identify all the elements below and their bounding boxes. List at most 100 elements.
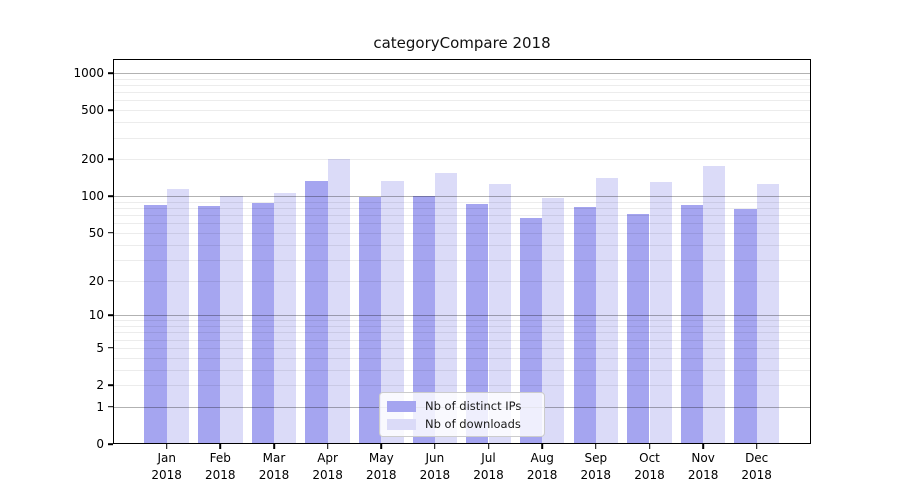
y-tick-mark-20	[108, 279, 113, 282]
bar-nb-of-downloads-jul-2018	[488, 184, 511, 444]
bar-nb-of-distinct-ips-jul-2018	[466, 204, 489, 444]
bar-nb-of-distinct-ips-jun-2018	[412, 195, 435, 444]
x-tick-year: 2018	[366, 468, 397, 482]
y-tick-mark-50	[108, 232, 113, 234]
y-tick-label-2: 2	[96, 378, 104, 392]
x-tick-month: Sep	[584, 451, 608, 465]
x-tick-year: 2018	[741, 468, 772, 482]
bar-nb-of-distinct-ips-mar-2018	[251, 203, 274, 444]
gridline-60	[113, 223, 811, 225]
legend-swatch-distinct-ips	[387, 400, 416, 412]
y-tick-label-200: 200	[81, 152, 104, 167]
y-tick-label-5: 5	[96, 340, 104, 355]
plot-area	[113, 59, 811, 444]
x-tick-label-jul-2018: Jul 2018	[459, 450, 519, 484]
gridline-50	[113, 232, 811, 234]
grid-layer	[113, 59, 811, 444]
x-tick-label-mar-2018: Mar 2018	[244, 450, 304, 484]
y-tick-mark-200	[108, 158, 113, 160]
gridline-9	[113, 320, 811, 322]
bar-nb-of-downloads-nov-2018	[703, 166, 726, 444]
gridline-7	[113, 332, 811, 334]
y-tick-label-1000: 1000	[73, 66, 104, 80]
x-tick-mark-mar-2018	[273, 444, 275, 449]
bar-nb-of-downloads-oct-2018	[649, 182, 672, 444]
gridline-10	[113, 315, 811, 317]
gridline-300	[113, 137, 811, 139]
y-tick-mark-10	[108, 314, 113, 316]
x-tick-mark-sep-2018	[595, 444, 597, 449]
chart-title: categoryCompare 2018	[373, 34, 551, 52]
y-tick-mark-1000	[108, 72, 113, 74]
y-tick-mark-2	[108, 384, 113, 386]
y-tick-label-20: 20	[88, 273, 104, 288]
bar-nb-of-distinct-ips-dec-2018	[734, 208, 757, 444]
x-tick-label-jan-2018: Jan 2018	[137, 450, 197, 484]
y-tick-mark-100	[108, 195, 113, 197]
gridline-70	[113, 215, 811, 217]
x-tick-mark-dec-2018	[755, 444, 758, 449]
y-tick-mark-0	[108, 443, 113, 445]
x-tick-month: May	[368, 451, 394, 465]
x-tick-label-apr-2018: Apr 2018	[298, 450, 358, 484]
x-tick-year: 2018	[526, 468, 558, 482]
gridline-600	[113, 100, 811, 102]
y-tick-label-10: 10	[88, 308, 104, 323]
bar-nb-of-distinct-ips-aug-2018	[519, 218, 543, 444]
x-tick-label-nov-2018: Nov 2018	[673, 450, 733, 484]
gridline-800	[113, 85, 811, 86]
bar-nb-of-distinct-ips-nov-2018	[680, 205, 704, 444]
gridline-6	[113, 339, 811, 341]
x-tick-month: Jun	[425, 451, 445, 465]
bar-nb-of-distinct-ips-jan-2018	[144, 204, 167, 444]
y-tick-mark-1	[108, 406, 113, 408]
x-tick-label-jun-2018: Jun 2018	[405, 450, 465, 484]
x-tick-mark-aug-2018	[541, 444, 543, 449]
bar-nb-of-distinct-ips-apr-2018	[305, 181, 328, 444]
gridline-900	[113, 78, 811, 80]
gridline-2	[113, 385, 811, 386]
gridline-30	[113, 259, 811, 261]
bar-nb-of-downloads-dec-2018	[756, 183, 779, 444]
gridline-80	[113, 208, 811, 209]
x-tick-month: Feb	[209, 451, 231, 465]
x-tick-year: 2018	[687, 468, 719, 482]
x-tick-month: Jul	[481, 451, 496, 465]
bar-nb-of-downloads-may-2018	[381, 180, 404, 444]
x-tick-mark-apr-2018	[326, 444, 329, 449]
x-tick-year: 2018	[205, 468, 236, 482]
x-tick-month: Dec	[745, 451, 769, 465]
gridline-90	[113, 201, 811, 203]
bar-nb-of-distinct-ips-may-2018	[359, 196, 382, 444]
y-tick-mark-500	[108, 109, 113, 111]
x-tick-year: 2018	[634, 468, 665, 482]
legend-item-downloads: Nb of downloads	[387, 416, 536, 432]
bar-nb-of-distinct-ips-sep-2018	[573, 207, 596, 444]
y-tick-label-1: 1	[96, 399, 104, 414]
x-tick-mark-oct-2018	[648, 444, 651, 449]
x-tick-label-aug-2018: Aug 2018	[512, 450, 572, 484]
bars-layer	[113, 59, 811, 444]
x-tick-year: 2018	[151, 468, 182, 482]
bar-nb-of-downloads-apr-2018	[327, 159, 350, 444]
x-tick-label-sep-2018: Sep 2018	[566, 450, 626, 484]
bar-nb-of-downloads-sep-2018	[595, 178, 619, 444]
x-tick-month: Mar	[262, 451, 286, 465]
y-tick-label-500: 500	[81, 103, 104, 118]
x-tick-year: 2018	[473, 468, 504, 482]
x-tick-year: 2018	[312, 468, 343, 482]
x-tick-label-feb-2018: Feb 2018	[190, 450, 250, 484]
gridline-400	[113, 122, 811, 124]
x-tick-label-dec-2018: Dec 2018	[727, 450, 787, 484]
gridline-700	[113, 92, 811, 94]
legend-swatch-downloads	[387, 418, 416, 430]
legend: Nb of distinct IPs Nb of downloads	[379, 392, 545, 437]
bar-nb-of-downloads-aug-2018	[542, 197, 565, 444]
bar-nb-of-downloads-mar-2018	[274, 192, 297, 444]
x-tick-month: Jan	[157, 451, 176, 465]
legend-label-downloads: Nb of downloads	[425, 417, 521, 431]
legend-item-distinct-ips: Nb of distinct IPs	[387, 398, 536, 414]
gridline-200	[113, 159, 811, 161]
y-tick-label-100: 100	[81, 189, 104, 204]
